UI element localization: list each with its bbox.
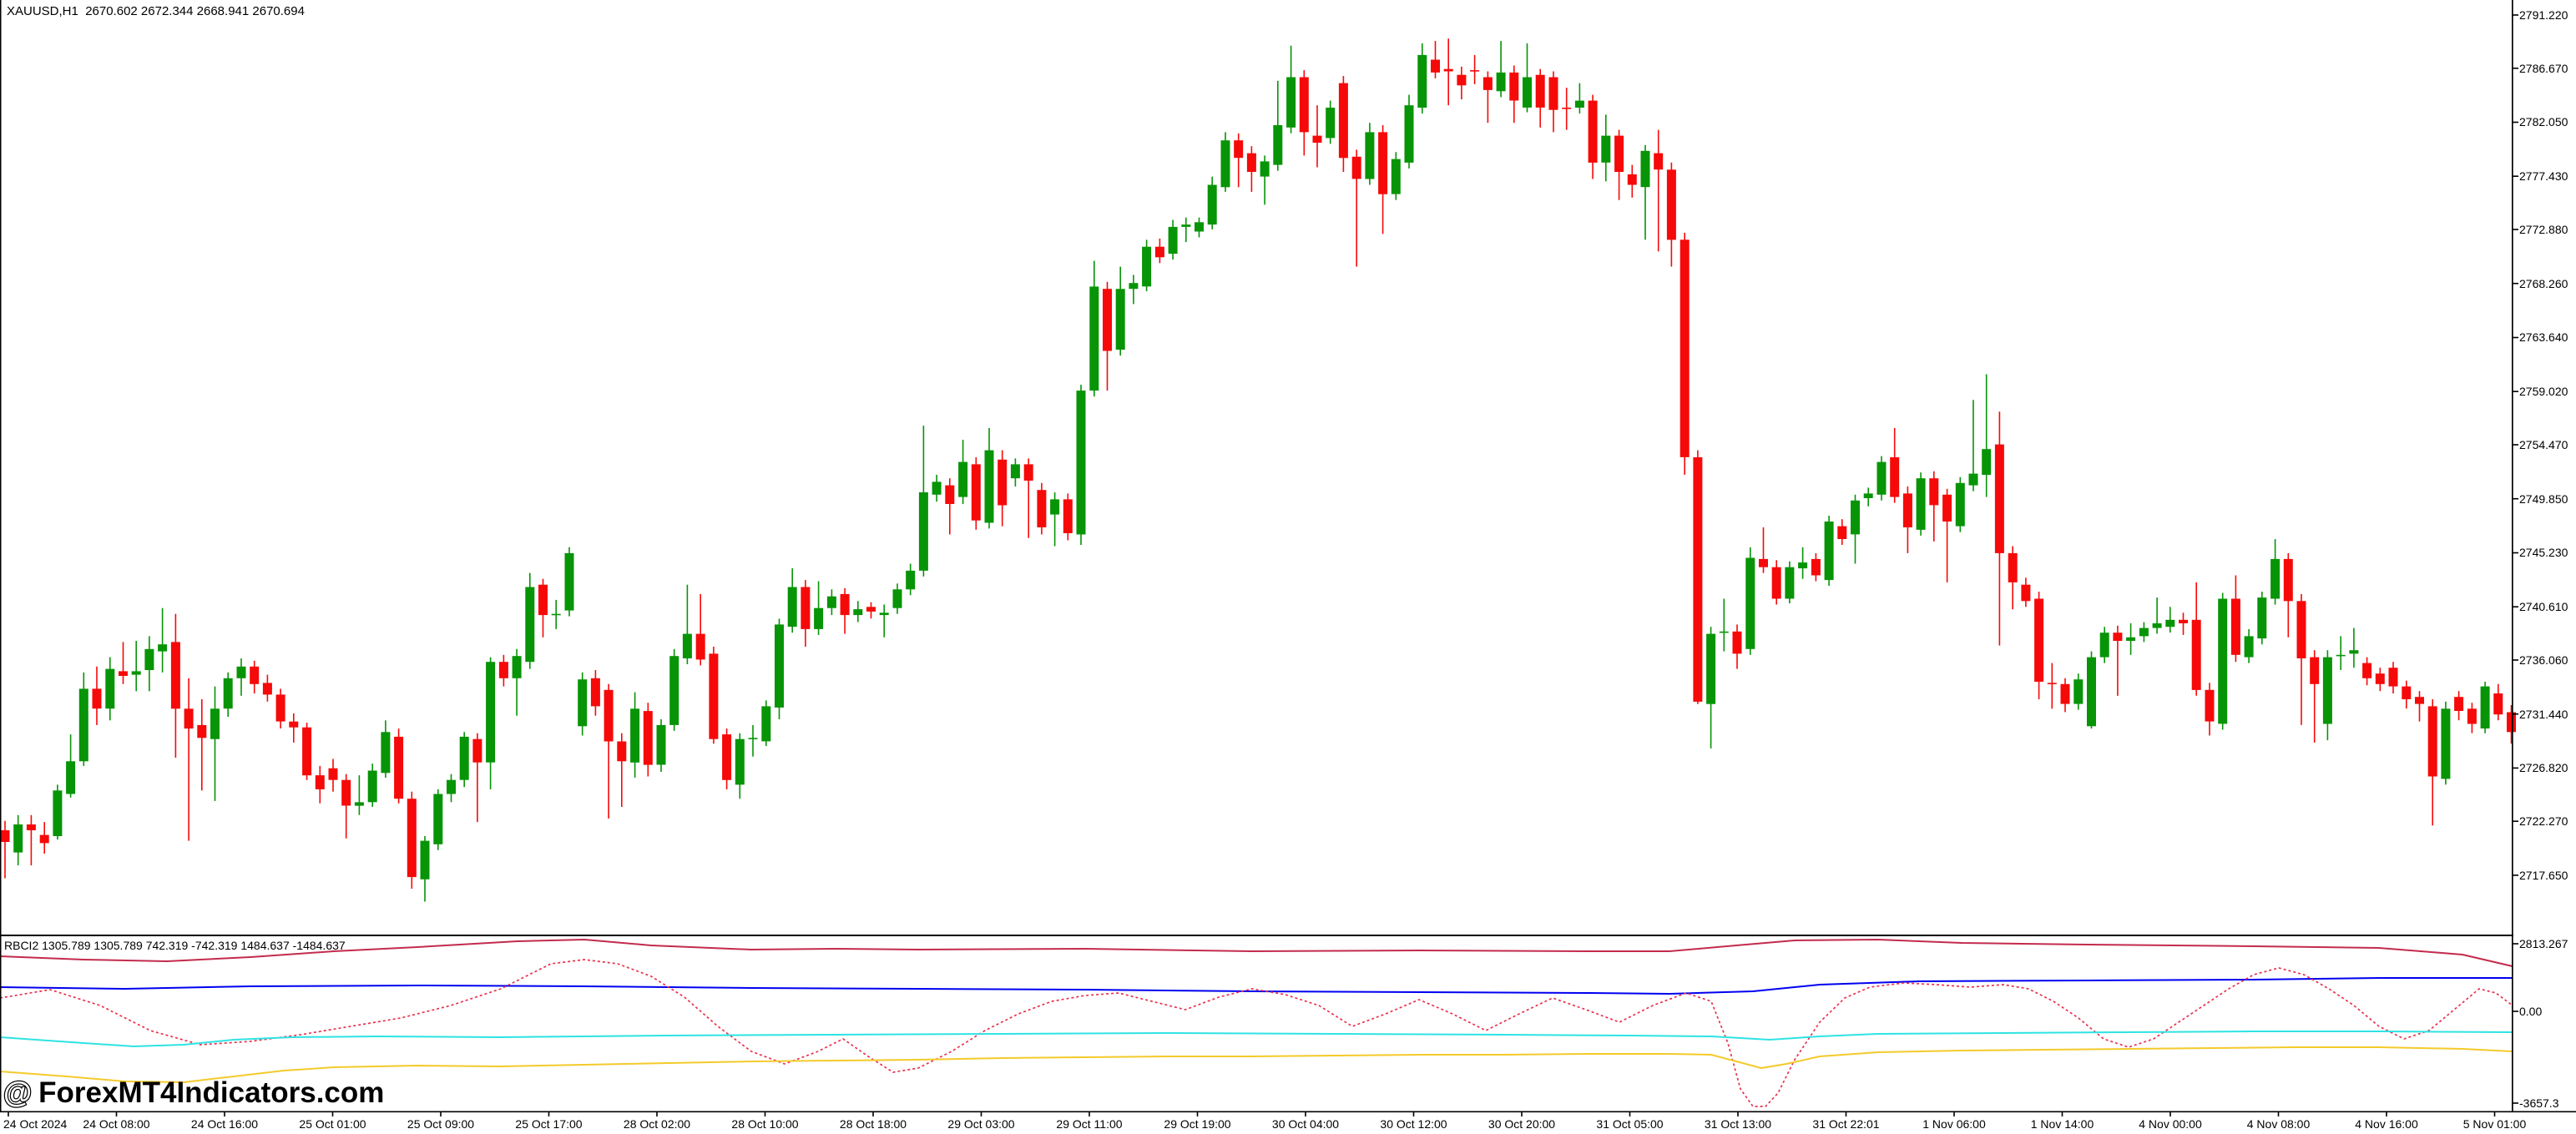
symbol-ohlc-label: XAUUSD,H1 2670.602 2672.344 2668.941 267… (7, 4, 305, 18)
price-axis[interactable] (2513, 0, 2576, 1111)
time-axis[interactable] (0, 1112, 2576, 1134)
indicator-label: RBCI2 1305.789 1305.789 742.319 -742.319… (4, 939, 346, 952)
watermark: @ ForexMT4Indicators.com (3, 1076, 385, 1111)
watermark-at-icon: @ (3, 1076, 33, 1111)
watermark-site: ForexMT4Indicators.com (38, 1076, 385, 1109)
